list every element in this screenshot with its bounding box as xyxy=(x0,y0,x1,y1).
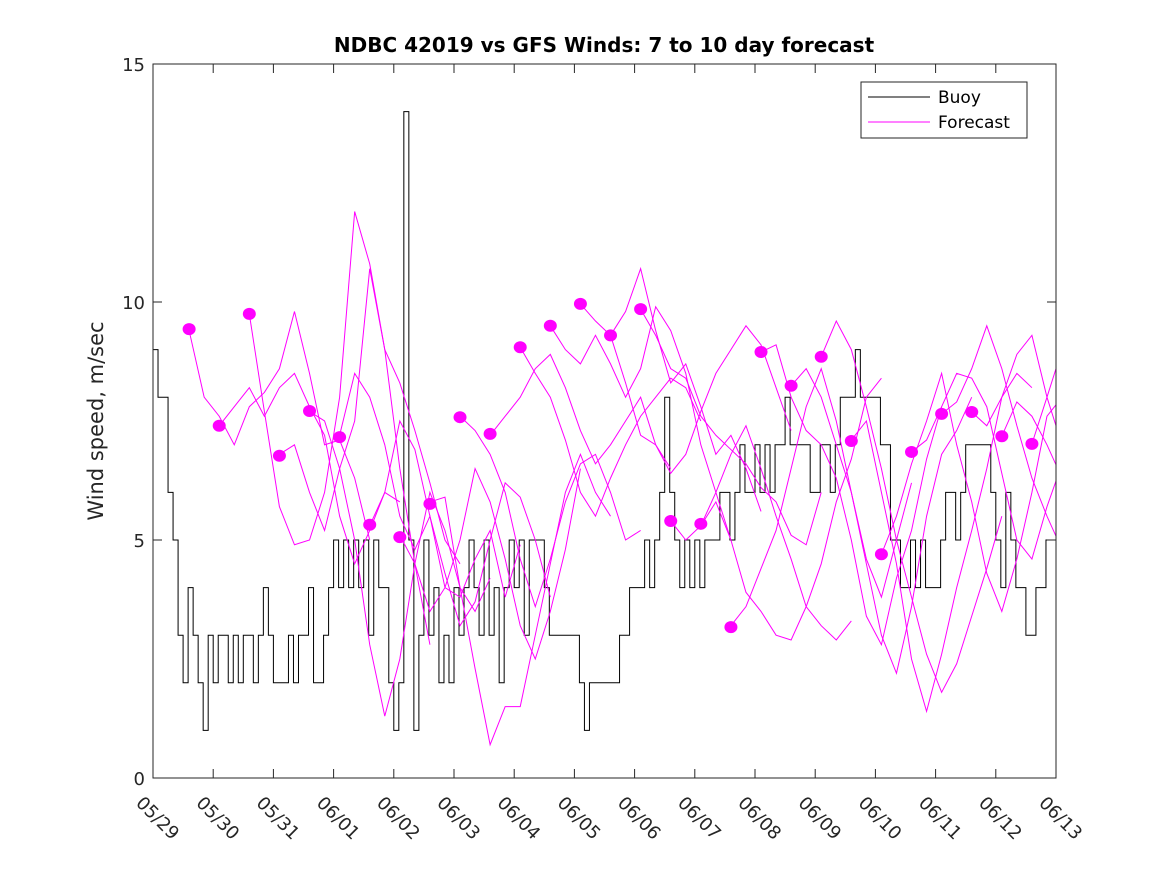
forecast-run-line xyxy=(549,305,732,541)
forecast-start-marker xyxy=(935,407,949,420)
forecast-run-line xyxy=(760,344,943,647)
forecast-start-marker xyxy=(965,405,979,418)
forecast-start-marker xyxy=(634,303,648,316)
forecast-start-marker xyxy=(724,621,738,634)
legend: Buoy Forecast xyxy=(860,81,1028,139)
chart-title: NDBC 42019 vs GFS Winds: 7 to 10 day for… xyxy=(334,33,875,57)
forecast-start-marker xyxy=(513,341,527,354)
forecast-run-line xyxy=(610,324,792,475)
forecast-run-line xyxy=(1001,401,1056,467)
forecast-start-marker xyxy=(874,548,888,561)
forecast-run-line xyxy=(640,308,822,546)
forecast-run-line xyxy=(911,372,1056,561)
forecast-run-line xyxy=(820,319,1003,694)
y-tick-label: 5 xyxy=(134,531,145,552)
plot-area xyxy=(153,64,1056,778)
forecast-start-marker xyxy=(664,514,678,527)
y-axis-label: Wind speed, m/sec xyxy=(84,321,108,520)
forecast-run-line xyxy=(971,334,1056,428)
forecast-start-marker xyxy=(453,411,467,424)
buoy-line xyxy=(153,111,1056,731)
forecast-run-line xyxy=(459,415,641,609)
forecast-start-marker xyxy=(694,517,708,530)
forecast-start-markers xyxy=(182,297,1039,634)
forecast-start-marker xyxy=(844,434,858,447)
legend-buoy-label: Buoy xyxy=(938,88,981,108)
forecast-run-line xyxy=(279,268,461,565)
buoy-series xyxy=(153,111,1056,731)
forecast-run-line xyxy=(429,452,611,747)
legend-forecast-label: Forecast xyxy=(938,113,1010,133)
forecast-run-line xyxy=(248,211,431,645)
axes-box xyxy=(152,63,1057,779)
forecast-run-line xyxy=(730,367,913,626)
legend-box xyxy=(860,81,1028,139)
forecast-start-marker xyxy=(814,350,828,363)
forecast-run-line xyxy=(700,377,882,641)
y-tick-label: 10 xyxy=(122,293,145,314)
forecast-start-marker xyxy=(1025,437,1039,450)
forecast-start-marker xyxy=(242,307,256,320)
forecast-start-marker xyxy=(363,518,377,531)
forecast-run-line xyxy=(399,467,581,661)
forecast-run-line xyxy=(489,353,672,469)
forecast-start-marker xyxy=(423,497,437,510)
y-axis: 0 5 10 15 xyxy=(122,55,1056,790)
forecast-start-marker xyxy=(212,419,226,432)
forecast-start-marker xyxy=(604,329,618,342)
forecast-run-line xyxy=(880,371,1056,613)
forecast-start-marker xyxy=(182,323,196,336)
forecast-run-line xyxy=(941,324,1056,538)
forecast-start-marker xyxy=(393,531,407,544)
forecast-start-marker xyxy=(303,405,317,418)
forecast-run-line xyxy=(369,419,551,627)
forecast-run-line xyxy=(1031,366,1056,445)
forecast-start-marker xyxy=(333,431,347,444)
forecast-start-marker xyxy=(272,449,286,462)
forecast-run-line xyxy=(790,367,973,675)
forecast-start-marker xyxy=(905,445,919,458)
forecast-run-line xyxy=(519,346,702,518)
forecast-start-marker xyxy=(784,379,798,392)
forecast-start-marker xyxy=(754,345,768,358)
y-tick-label: 0 xyxy=(134,769,145,790)
forecast-start-marker xyxy=(995,430,1009,443)
forecast-start-marker xyxy=(573,297,587,310)
forecast-start-marker xyxy=(483,427,497,440)
forecast-start-marker xyxy=(543,319,557,332)
y-tick-label: 15 xyxy=(122,55,145,76)
